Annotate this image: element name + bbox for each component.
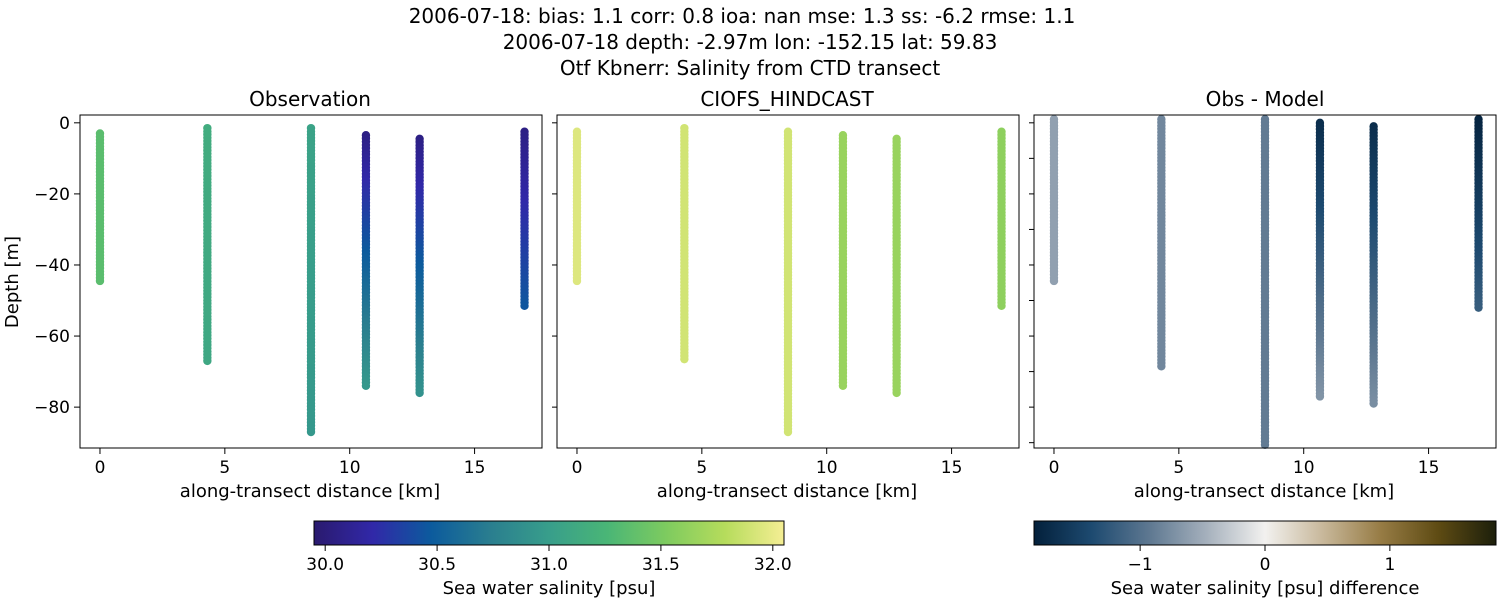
colorbar-label: Sea water salinity [psu] difference (1111, 578, 1420, 599)
cast-0 (1049, 115, 1059, 286)
data-point (415, 388, 424, 398)
colorbar-tick-label: 30.0 (306, 555, 344, 575)
plot-frame (556, 114, 1020, 449)
data-point (892, 388, 901, 398)
cast-1 (1157, 115, 1166, 371)
x-tick-label: 10 (1293, 458, 1315, 478)
y-tick-label: −40 (34, 256, 70, 276)
cast-5 (997, 127, 1006, 311)
panel-title: Obs - Model (1206, 87, 1325, 111)
x-tick-label: 15 (1418, 458, 1440, 478)
cast-0 (95, 129, 105, 286)
data-point (783, 427, 793, 437)
data-point (680, 354, 689, 364)
colorbar-gradient (1033, 520, 1497, 546)
y-tick-label: 0 (59, 114, 70, 134)
panel-title: CIOFS_HINDCAST (700, 87, 874, 111)
cast-1 (203, 123, 212, 366)
cast-3 (1315, 118, 1325, 401)
colorbar-tick-label: 32.0 (754, 555, 792, 575)
x-tick-label: 0 (1049, 458, 1060, 478)
figure-title-line-1: 2006-07-18: bias: 1.1 corr: 0.8 ioa: nan… (409, 4, 1076, 28)
plot-frame (1033, 114, 1497, 449)
x-tick-label: 5 (696, 458, 707, 478)
panel-title: Observation (249, 87, 371, 111)
colorbar-tick-label: −1 (1128, 555, 1153, 575)
data-point (1157, 362, 1166, 371)
colorbar-tick-label: 30.5 (418, 555, 456, 575)
y-tick-label: −60 (34, 327, 70, 347)
y-tick-label: −20 (34, 185, 70, 205)
data-point (1369, 399, 1378, 408)
plot-frame (79, 114, 543, 449)
y-tick-label: −80 (34, 398, 70, 418)
x-tick-label: 0 (95, 458, 106, 478)
data-point (1260, 440, 1270, 450)
data-point (997, 301, 1006, 311)
x-tick-label: 15 (941, 458, 963, 478)
colorbar-tick-label: 31.0 (530, 555, 568, 575)
cast-5 (520, 127, 529, 311)
colorbar-tick-label: 31.5 (642, 555, 680, 575)
colorbar-gradient (313, 520, 785, 546)
colorbar-label: Sea water salinity [psu] (443, 578, 656, 599)
x-tick-label: 10 (816, 458, 838, 478)
x-tick-label: 0 (572, 458, 583, 478)
cast-4 (415, 134, 424, 398)
x-tick-label: 5 (219, 458, 230, 478)
data-point (95, 276, 105, 286)
cast-3 (838, 131, 848, 391)
data-point (361, 381, 371, 391)
data-point (838, 381, 848, 391)
figure-title-line-3: Otf Kbnerr: Salinity from CTD transect (560, 56, 941, 80)
figure-title-line-2: 2006-07-18 depth: -2.97m lon: -152.15 la… (503, 30, 998, 54)
model-panel: CIOFS_HINDCAST along-transect distance [… (552, 87, 1020, 502)
x-tick-label: 15 (464, 458, 486, 478)
cast-1 (680, 123, 689, 364)
x-tick-label: 10 (339, 458, 361, 478)
data-point (306, 427, 316, 437)
data-point (1474, 303, 1483, 312)
cast-3 (361, 131, 371, 391)
cast-5 (1474, 115, 1483, 312)
cast-2 (306, 123, 316, 437)
observation-panel: Observation along-transect distance [km]… (2, 87, 543, 502)
salinity-colorbar: 30.0 30.5 31.0 31.5 32.0 Sea water salinity … (306, 520, 792, 599)
data-point (203, 356, 212, 366)
x-axis-label: along-transect distance [km] (1134, 481, 1394, 502)
data-point (572, 276, 582, 286)
x-axis-label: along-transect distance [km] (657, 481, 917, 502)
data-point (1315, 392, 1325, 401)
data-point (1049, 276, 1059, 286)
cast-0 (572, 127, 582, 286)
x-tick-label: 5 (1173, 458, 1184, 478)
cast-4 (892, 134, 901, 398)
difference-panel: Obs - Model along-transect distance [km]… (1029, 87, 1497, 502)
cast-2 (783, 127, 793, 437)
data-point (520, 301, 529, 311)
difference-colorbar: −1 0 1 Sea water salinity [psu] difference (1033, 520, 1497, 599)
cast-4 (1369, 122, 1378, 408)
x-axis-label: along-transect distance [km] (180, 481, 440, 502)
colorbar-tick-label: 1 (1384, 555, 1395, 575)
colorbar-tick-label: 0 (1260, 555, 1271, 575)
cast-2 (1260, 115, 1270, 450)
y-axis-label: Depth [m] (2, 236, 23, 328)
